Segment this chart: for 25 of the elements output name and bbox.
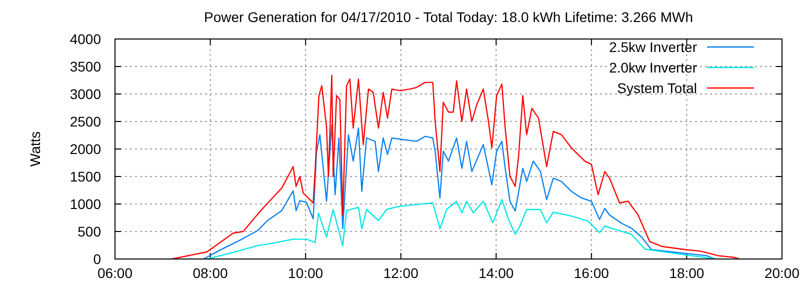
y-tick-label: 3000 — [70, 86, 102, 102]
y-tick-label: 0 — [93, 251, 102, 267]
x-tick-label: 14:00 — [478, 265, 514, 281]
y-tick-label: 3500 — [70, 58, 102, 74]
y-axis-title: Watts — [27, 131, 43, 167]
legend-label: 2.5kw Inverter — [609, 39, 698, 55]
x-tick-label: 10:00 — [288, 265, 324, 281]
x-tick-label: 20:00 — [764, 265, 800, 281]
x-tick-label: 18:00 — [669, 265, 704, 281]
line-series — [206, 199, 716, 260]
y-tick-label: 500 — [78, 224, 102, 240]
y-tick-label: 1000 — [70, 196, 102, 212]
y-tick-label: 4000 — [70, 31, 102, 47]
legend-label: 2.0kw Inverter — [609, 60, 698, 76]
x-tick-label: 16:00 — [574, 265, 610, 281]
y-tick-label: 2000 — [70, 141, 102, 157]
y-tick-label: 1500 — [70, 168, 102, 184]
line-series — [203, 124, 716, 260]
x-tick-label: 06:00 — [97, 265, 133, 281]
chart-title: Power Generation for 04/17/2010 - Total Today: 18.0 kWh Lifetime: 3.266 MWh — [204, 9, 693, 25]
x-tick-label: 12:00 — [383, 265, 419, 281]
legend-label: System Total — [617, 80, 697, 96]
line-series — [171, 74, 740, 260]
y-tick-label: 2500 — [70, 114, 102, 130]
x-tick-label: 08:00 — [192, 265, 228, 281]
